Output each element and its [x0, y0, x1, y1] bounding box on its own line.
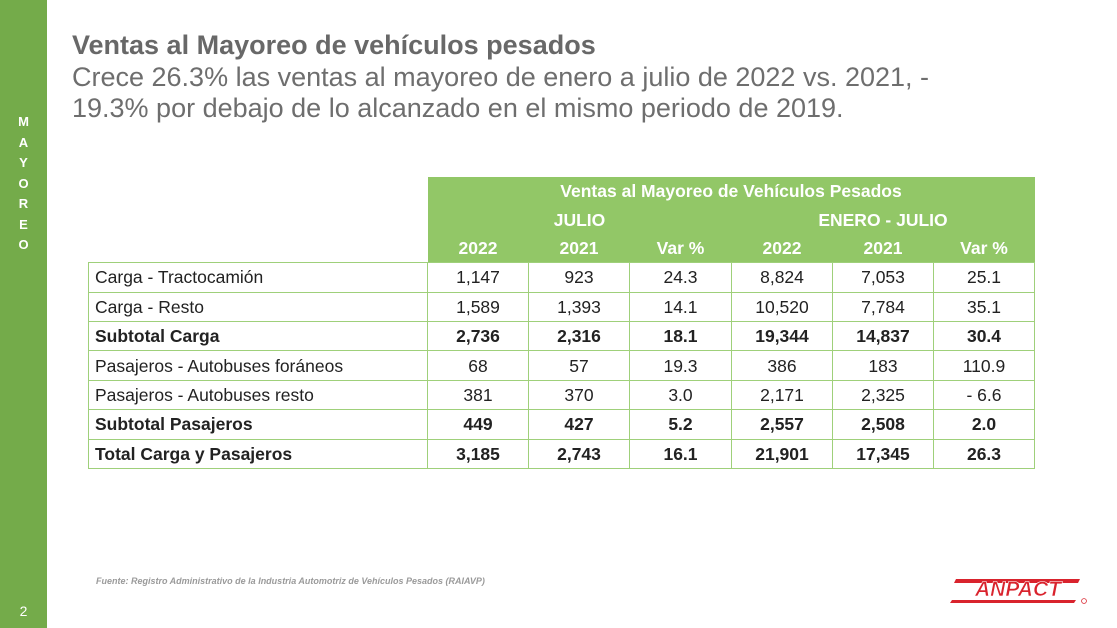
row-label: Total Carga y Pasajeros — [88, 438, 428, 469]
row-value: 386 — [731, 350, 833, 381]
section-letter: O — [18, 175, 29, 191]
row-value: 2,743 — [528, 438, 630, 469]
col-header: Var % — [629, 233, 732, 263]
row-value: 381 — [427, 379, 529, 411]
table-row: Pasajeros - Autobuses foráneos 68 57 19.… — [88, 350, 1035, 381]
row-value: 5.2 — [629, 409, 732, 440]
row-value: 19.3 — [629, 350, 732, 381]
row-value: 30.4 — [933, 320, 1035, 352]
row-value: 183 — [832, 350, 934, 381]
table-row: Carga - Tractocamión 1,147 923 24.3 8,82… — [88, 262, 1035, 293]
table-row-subtotal: Subtotal Carga 2,736 2,316 18.1 19,344 1… — [88, 320, 1035, 352]
row-label: Pasajeros - Autobuses foráneos — [88, 350, 428, 381]
row-value: 10,520 — [731, 291, 833, 322]
table-row: Pasajeros - Autobuses resto 381 370 3.0 … — [88, 379, 1035, 411]
section-letter: R — [18, 196, 29, 211]
row-value: 2,325 — [832, 379, 934, 411]
row-value: 449 — [427, 409, 529, 440]
row-value: 2,508 — [832, 409, 934, 440]
section-letter: M — [18, 114, 29, 129]
row-value: 35.1 — [933, 291, 1035, 322]
row-value: 3,185 — [427, 438, 529, 469]
section-letter: A — [18, 134, 29, 150]
row-value: 68 — [427, 350, 529, 381]
registered-mark-icon — [1081, 598, 1087, 604]
row-value: 21,901 — [731, 438, 833, 469]
section-letter: Y — [19, 155, 28, 170]
table-row-total: Total Carga y Pasajeros 3,185 2,743 16.1… — [88, 438, 1035, 469]
section-letter: E — [19, 216, 28, 232]
table-group-row: JULIO ENERO - JULIO — [88, 205, 1035, 234]
sales-table: Ventas al Mayoreo de Vehículos Pesados J… — [88, 177, 1035, 469]
row-label: Pasajeros - Autobuses resto — [88, 379, 428, 411]
logo-text: ANPACT — [974, 578, 1063, 601]
row-value: 14,837 — [832, 320, 934, 352]
row-value: 19,344 — [731, 320, 833, 352]
subtitle-line-2: 19.3% por debajo de lo alcanzado en el m… — [72, 93, 844, 123]
row-value: 25.1 — [933, 262, 1035, 293]
row-label: Subtotal Carga — [88, 320, 428, 352]
header-blank-cell — [88, 177, 428, 206]
row-value: 2.0 — [933, 409, 1035, 440]
col-header: 2022 — [427, 233, 529, 263]
row-label: Subtotal Pasajeros — [88, 409, 428, 440]
row-value: 2,557 — [731, 409, 833, 440]
row-value: 14.1 — [629, 291, 732, 322]
row-value: 24.3 — [629, 262, 732, 293]
table-row: Carga - Resto 1,589 1,393 14.1 10,520 7,… — [88, 291, 1035, 322]
col-header: Var % — [933, 233, 1035, 263]
row-value: 3.0 — [629, 379, 732, 411]
row-value: 2,736 — [427, 320, 529, 352]
header-blank-cell — [88, 233, 428, 263]
row-value: 16.1 — [629, 438, 732, 469]
col-header: 2022 — [731, 233, 833, 263]
group-header-julio: JULIO — [427, 205, 732, 234]
subtitle-line-1: Crece 26.3% las ventas al mayoreo de ene… — [72, 62, 930, 92]
page-title: Ventas al Mayoreo de vehículos pesados — [72, 30, 596, 60]
row-value: 2,171 — [731, 379, 833, 411]
logo-stripe — [950, 600, 1076, 603]
row-value: 17,345 — [832, 438, 934, 469]
logo-stripe — [954, 579, 1080, 583]
row-value: 1,147 — [427, 262, 529, 293]
row-value: 2,316 — [528, 320, 630, 352]
table-row-subtotal: Subtotal Pasajeros 449 427 5.2 2,557 2,5… — [88, 409, 1035, 440]
row-value: - 6.6 — [933, 379, 1035, 411]
row-value: 8,824 — [731, 262, 833, 293]
row-value: 370 — [528, 379, 630, 411]
row-value: 427 — [528, 409, 630, 440]
group-header-enero-julio: ENERO - JULIO — [731, 205, 1035, 234]
row-value: 923 — [528, 262, 630, 293]
row-value: 110.9 — [933, 350, 1035, 381]
section-label-vertical: M A Y O R E O — [0, 112, 47, 256]
table-column-row: 2022 2021 Var % 2022 2021 Var % — [88, 233, 1035, 263]
row-value: 1,589 — [427, 291, 529, 322]
section-letter: O — [18, 237, 29, 252]
header-blank-cell — [88, 205, 428, 234]
page-subtitle: Crece 26.3% las ventas al mayoreo de ene… — [72, 62, 1082, 124]
sidebar-bar: M A Y O R E O 2 — [0, 0, 47, 628]
row-value: 26.3 — [933, 438, 1035, 469]
row-value: 18.1 — [629, 320, 732, 352]
source-note: Fuente: Registro Administrativo de la In… — [96, 576, 485, 586]
row-value: 7,053 — [832, 262, 934, 293]
col-header: 2021 — [528, 233, 630, 263]
anpact-logo: ANPACT — [950, 578, 1087, 604]
row-label: Carga - Resto — [88, 291, 428, 322]
page-number: 2 — [19, 603, 28, 619]
table-title-row: Ventas al Mayoreo de Vehículos Pesados — [88, 177, 1035, 206]
row-label: Carga - Tractocamión — [88, 262, 428, 293]
col-header: 2021 — [832, 233, 934, 263]
row-value: 1,393 — [528, 291, 630, 322]
table-title: Ventas al Mayoreo de Vehículos Pesados — [427, 177, 1035, 206]
row-value: 7,784 — [832, 291, 934, 322]
row-value: 57 — [528, 350, 630, 381]
